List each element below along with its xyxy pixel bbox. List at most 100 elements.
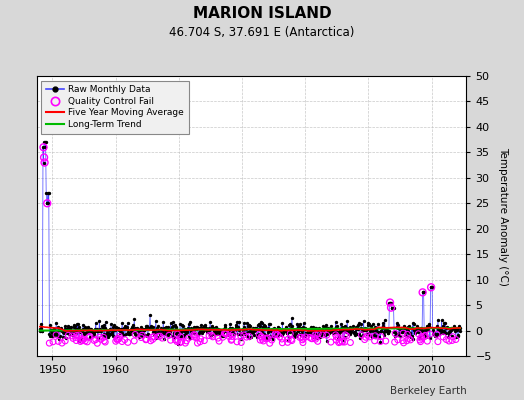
Point (391, 330, 400, 337)
Point (369, 328, 377, 334)
Point (58, 328, 67, 335)
Point (111, 326, 119, 333)
Point (128, 327, 137, 334)
Point (216, 326, 224, 333)
Point (60, 329, 68, 336)
Point (181, 326, 190, 333)
Point (221, 321, 229, 328)
Point (268, 337, 276, 343)
Point (45, 331, 53, 338)
Point (68, 328, 76, 334)
Point (85, 329, 93, 335)
Point (433, 331, 441, 338)
Point (150, 328, 158, 335)
Point (331, 326, 339, 332)
Point (372, 332, 380, 339)
Point (324, 326, 333, 332)
Point (127, 326, 136, 333)
Point (287, 326, 296, 332)
Point (112, 324, 121, 330)
Point (54, 332, 62, 339)
Point (423, 326, 432, 332)
Point (187, 325, 195, 331)
Point (322, 332, 331, 338)
Point (171, 322, 179, 328)
Point (86, 326, 95, 332)
Point (132, 332, 140, 338)
Point (281, 325, 290, 331)
Point (222, 328, 231, 334)
Point (151, 327, 159, 334)
Point (139, 331, 147, 337)
Point (108, 329, 116, 335)
Point (79, 326, 87, 332)
Point (393, 324, 401, 330)
Point (342, 326, 350, 332)
Point (277, 332, 285, 338)
Point (244, 329, 252, 336)
Point (450, 323, 458, 329)
Point (195, 325, 204, 331)
Point (224, 326, 233, 332)
Point (226, 321, 234, 328)
Point (177, 329, 185, 336)
Point (332, 324, 340, 330)
Point (430, 330, 438, 337)
Point (96, 326, 105, 332)
Point (162, 324, 170, 330)
Point (249, 329, 257, 336)
Point (256, 322, 265, 329)
Point (451, 328, 460, 334)
Point (264, 324, 272, 331)
Point (442, 330, 451, 336)
Point (430, 330, 439, 336)
Point (339, 324, 347, 330)
Point (394, 322, 402, 328)
Point (313, 338, 322, 344)
Point (203, 326, 212, 332)
Point (374, 328, 383, 335)
Point (81, 324, 90, 330)
Point (347, 327, 355, 334)
Point (169, 319, 177, 325)
Point (274, 324, 282, 330)
Legend: Raw Monthly Data, Quality Control Fail, Five Year Moving Average, Long-Term Tren: Raw Monthly Data, Quality Control Fail, … (41, 80, 189, 134)
Point (242, 333, 250, 339)
Point (434, 338, 442, 345)
Point (203, 329, 211, 335)
Point (299, 339, 307, 346)
Point (260, 331, 269, 338)
Point (322, 322, 330, 328)
Point (170, 334, 178, 340)
Point (75, 327, 84, 333)
Point (61, 326, 69, 332)
Point (71, 334, 80, 341)
Point (236, 330, 245, 336)
Point (336, 327, 345, 334)
Point (436, 324, 444, 331)
Point (371, 332, 379, 339)
Point (362, 325, 370, 332)
Point (95, 317, 104, 324)
Point (167, 320, 175, 326)
Point (358, 328, 366, 334)
Point (316, 332, 325, 339)
Point (303, 331, 311, 337)
Point (167, 326, 176, 332)
Point (159, 325, 168, 331)
Point (70, 328, 79, 334)
Point (366, 334, 374, 340)
Point (169, 323, 178, 330)
Point (277, 330, 286, 336)
Point (230, 327, 238, 333)
Point (447, 327, 455, 333)
Point (67, 323, 75, 330)
Point (328, 329, 336, 336)
Point (332, 334, 341, 340)
Text: MARION ISLAND: MARION ISLAND (193, 6, 331, 21)
Y-axis label: Temperature Anomaly (°C): Temperature Anomaly (°C) (498, 146, 508, 286)
Point (227, 337, 235, 344)
Point (104, 334, 113, 340)
Point (57, 324, 65, 331)
Point (308, 331, 316, 338)
